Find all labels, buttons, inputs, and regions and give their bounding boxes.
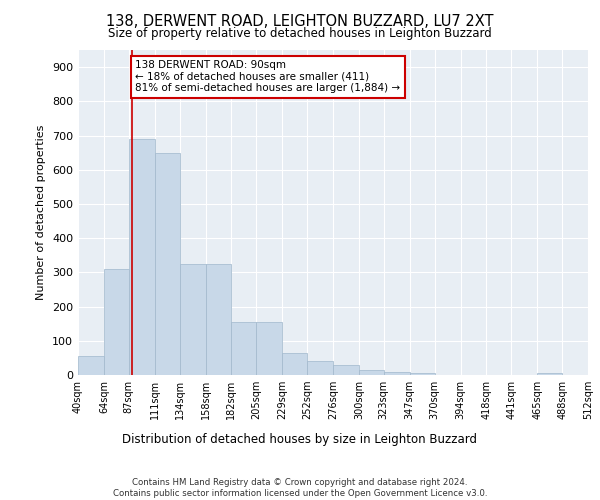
Bar [205, 264, 232, 375]
Text: Size of property relative to detached houses in Leighton Buzzard: Size of property relative to detached ho… [108, 28, 492, 40]
Text: 138, DERWENT ROAD, LEIGHTON BUZZARD, LU7 2XT: 138, DERWENT ROAD, LEIGHTON BUZZARD, LU7… [106, 14, 494, 29]
Text: 138 DERWENT ROAD: 90sqm
← 18% of detached houses are smaller (411)
81% of semi-d: 138 DERWENT ROAD: 90sqm ← 18% of detache… [135, 60, 400, 94]
Y-axis label: Number of detached properties: Number of detached properties [37, 125, 46, 300]
Bar [78, 356, 104, 375]
Bar [155, 152, 179, 375]
Text: Distribution of detached houses by size in Leighton Buzzard: Distribution of detached houses by size … [122, 432, 478, 446]
Bar [537, 374, 562, 375]
Bar [129, 139, 155, 375]
Bar [232, 322, 256, 375]
Bar [256, 322, 282, 375]
Bar [410, 374, 434, 375]
Text: Contains HM Land Registry data © Crown copyright and database right 2024.
Contai: Contains HM Land Registry data © Crown c… [113, 478, 487, 498]
Bar [359, 370, 384, 375]
Bar [307, 362, 333, 375]
Bar [384, 372, 410, 375]
Bar [333, 364, 359, 375]
Bar [282, 353, 307, 375]
Bar [179, 264, 205, 375]
Bar [104, 269, 129, 375]
